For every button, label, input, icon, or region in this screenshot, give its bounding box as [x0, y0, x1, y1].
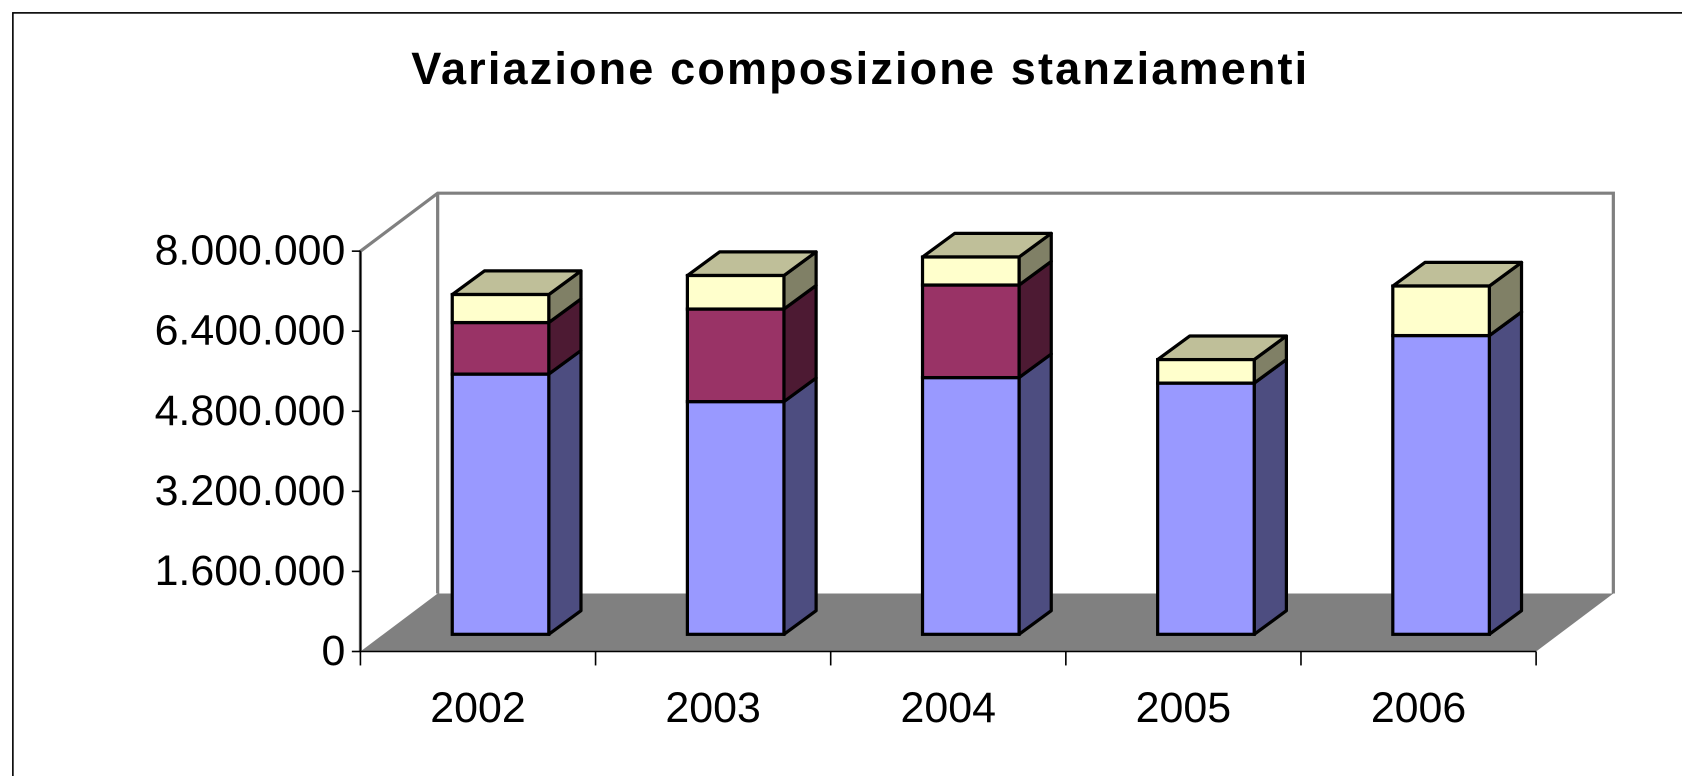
- bar: [1391, 333, 1491, 636]
- bar: [685, 273, 786, 311]
- y-tick-label: 3.200.000: [155, 467, 346, 515]
- bar: [685, 307, 786, 404]
- y-tick-label: 4.800.000: [155, 387, 346, 435]
- bar: [450, 320, 551, 376]
- x-tick-label: 2005: [1136, 684, 1231, 732]
- y-tick-label: 0: [322, 627, 346, 675]
- bar: [920, 375, 1021, 636]
- bar: [1391, 284, 1491, 338]
- bar: [1156, 381, 1256, 636]
- bar-side: [1487, 310, 1524, 636]
- x-tick-label: 2003: [665, 684, 760, 732]
- bar: [450, 372, 551, 636]
- bar: [920, 255, 1021, 287]
- bar-side: [547, 348, 583, 636]
- bar-side: [1252, 357, 1288, 636]
- y-tick-label: 6.400.000: [155, 307, 346, 355]
- bar: [920, 283, 1021, 380]
- chart-title: Variazione composizione stanziamenti: [411, 43, 1309, 94]
- x-tick-label: 2002: [430, 684, 525, 732]
- bar: [1156, 357, 1256, 385]
- y-tick-label: 1.600.000: [155, 547, 346, 595]
- x-tick-label: 2006: [1371, 684, 1466, 732]
- bar: [685, 400, 786, 636]
- x-tick-label: 2004: [901, 684, 996, 732]
- bar-side: [782, 376, 818, 636]
- bar: [450, 292, 551, 325]
- bar-side: [1017, 352, 1053, 636]
- y-tick-label: 8.000.000: [155, 227, 346, 275]
